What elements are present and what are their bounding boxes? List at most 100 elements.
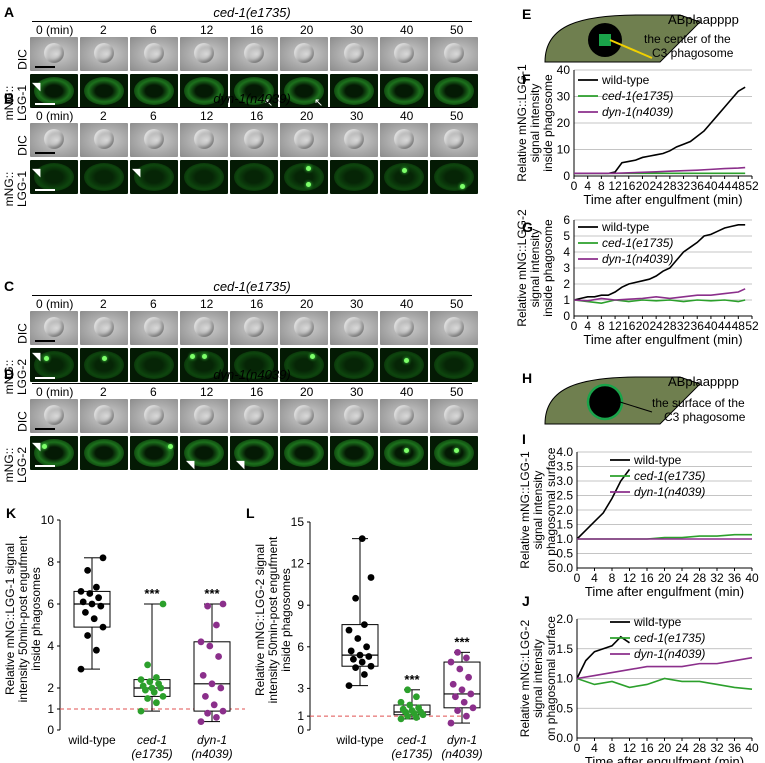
x-tick-label: 20 — [636, 179, 650, 193]
y-tick-label: 2.0 — [556, 503, 573, 517]
data-point — [204, 602, 212, 610]
x-axis-title: Time after engulfment (min) — [585, 754, 744, 763]
data-point — [347, 647, 355, 655]
y-tick-label: 3 — [563, 261, 570, 275]
data-point — [204, 709, 212, 717]
fluorescence-strip: ◥ — [30, 348, 478, 382]
timepoint-label: 2 — [100, 385, 107, 399]
legend-label: ced-1(e1735) — [634, 469, 705, 483]
timepoint-label: 30 — [350, 109, 364, 123]
fluorescence-image-tile: ◥ — [30, 436, 78, 470]
dic-image-tile — [330, 37, 378, 71]
dic-image-tile — [430, 37, 478, 71]
timepoint-label: 0 (min) — [36, 385, 74, 399]
fluorescence-image-tile — [330, 74, 378, 108]
dic-image-tile — [430, 123, 478, 157]
y-tick-label: 1.5 — [556, 642, 573, 656]
data-point — [77, 665, 85, 673]
fluorescence-image-tile — [430, 436, 478, 470]
fluorescence-image-tile — [280, 436, 328, 470]
data-point — [447, 658, 455, 666]
fluorescence-image-tile — [130, 436, 178, 470]
y-tick-label: 3.0 — [556, 474, 573, 488]
data-point — [397, 698, 405, 706]
timepoint-label: 20 — [300, 23, 314, 37]
fluorescence-image-tile — [80, 436, 128, 470]
fluorescence-image-tile — [430, 160, 478, 194]
timepoint-label: 12 — [200, 23, 214, 37]
fluorescent-puncta — [402, 168, 407, 173]
fluorescence-image-tile — [330, 436, 378, 470]
data-point — [367, 574, 375, 581]
data-point — [367, 662, 375, 670]
panel-letter-E: E — [522, 6, 532, 22]
data-point — [452, 693, 459, 701]
dic-strip — [30, 123, 478, 157]
data-point — [345, 626, 353, 634]
y-tick-label: 0.5 — [556, 701, 573, 715]
data-point — [219, 707, 227, 715]
dic-image-tile — [280, 311, 328, 345]
timepoint-label: 0 (min) — [36, 109, 74, 123]
panel-letter-D: D — [4, 366, 15, 382]
x-tick-label: 12 — [608, 179, 622, 193]
panel-D-title-rule — [32, 383, 472, 384]
y-tick-label: 1 — [563, 293, 570, 307]
timepoint-label: 6 — [150, 297, 157, 311]
timepoint-label: 0 (min) — [36, 23, 74, 37]
y-tick-label: 0 — [47, 723, 54, 737]
dic-image-tile — [130, 399, 178, 433]
timepoint-label: 16 — [250, 385, 264, 399]
timepoint-label: 20 — [300, 297, 314, 311]
diagram-E-label2: C3 phagosome — [652, 46, 734, 60]
diagram-E-cell: ABplaapppp — [668, 12, 739, 27]
diagram-E-label1: the center of the — [644, 32, 731, 46]
arrowhead-icon: ◥ — [32, 167, 41, 179]
y-axis-title-line: inside phagosomes — [29, 567, 43, 670]
x-tick-label: 20 — [658, 741, 672, 755]
fluorescent-puncta — [202, 354, 207, 359]
series-line-dyn-1-n4039- — [574, 166, 746, 175]
x-tick-label: 32 — [710, 741, 724, 755]
x-tick-label: 16 — [640, 741, 654, 755]
significance-label: *** — [144, 586, 160, 601]
x-tick-label: 44 — [718, 179, 732, 193]
fluorescent-puncta — [404, 448, 409, 453]
legend-label: ced-1(e1735) — [602, 236, 673, 250]
x-tick-label: 32 — [677, 319, 691, 333]
dic-image-tile — [330, 311, 378, 345]
dic-image-tile — [80, 311, 128, 345]
scale-bar — [35, 377, 55, 379]
data-point — [93, 583, 100, 591]
y-tick-label: 9 — [297, 598, 304, 612]
fluorescence-image-tile — [230, 160, 278, 194]
timepoint-label: 40 — [400, 385, 414, 399]
dic-image-tile — [380, 123, 428, 157]
data-point — [197, 638, 205, 646]
fluorescent-puncta — [454, 448, 459, 453]
y-axis-title-line: Relative mNG::LGG-1 signal — [3, 543, 17, 695]
arrowhead-icon: ◥ — [32, 81, 41, 93]
panel-C-title-rule — [32, 295, 472, 296]
series-line-ced-1-e1735- — [576, 677, 753, 691]
x-tick-label: 0 — [571, 319, 578, 333]
fluorescent-puncta — [168, 444, 173, 449]
y-tick-label: 12 — [291, 557, 305, 571]
dic-image-tile — [30, 399, 78, 433]
data-point — [144, 661, 152, 669]
scale-bar — [35, 340, 55, 342]
fluorescence-image-tile: ◥ — [130, 160, 178, 194]
data-point — [350, 655, 357, 663]
timepoint-label: 16 — [250, 109, 264, 123]
arrowhead-icon: ◥ — [32, 441, 41, 453]
data-point — [159, 600, 167, 608]
data-point — [213, 714, 220, 721]
timepoint-label: 40 — [400, 297, 414, 311]
y-axis-title-line: signal intensity — [528, 84, 542, 163]
legend-label: dyn-1(n4039) — [634, 647, 705, 661]
fluorescent-puncta — [460, 184, 465, 189]
x-tick-label: 36 — [728, 571, 742, 585]
panel-letter-H: H — [522, 370, 533, 386]
panel-letter-G: G — [522, 219, 533, 235]
fluorescence-image-tile — [380, 160, 428, 194]
